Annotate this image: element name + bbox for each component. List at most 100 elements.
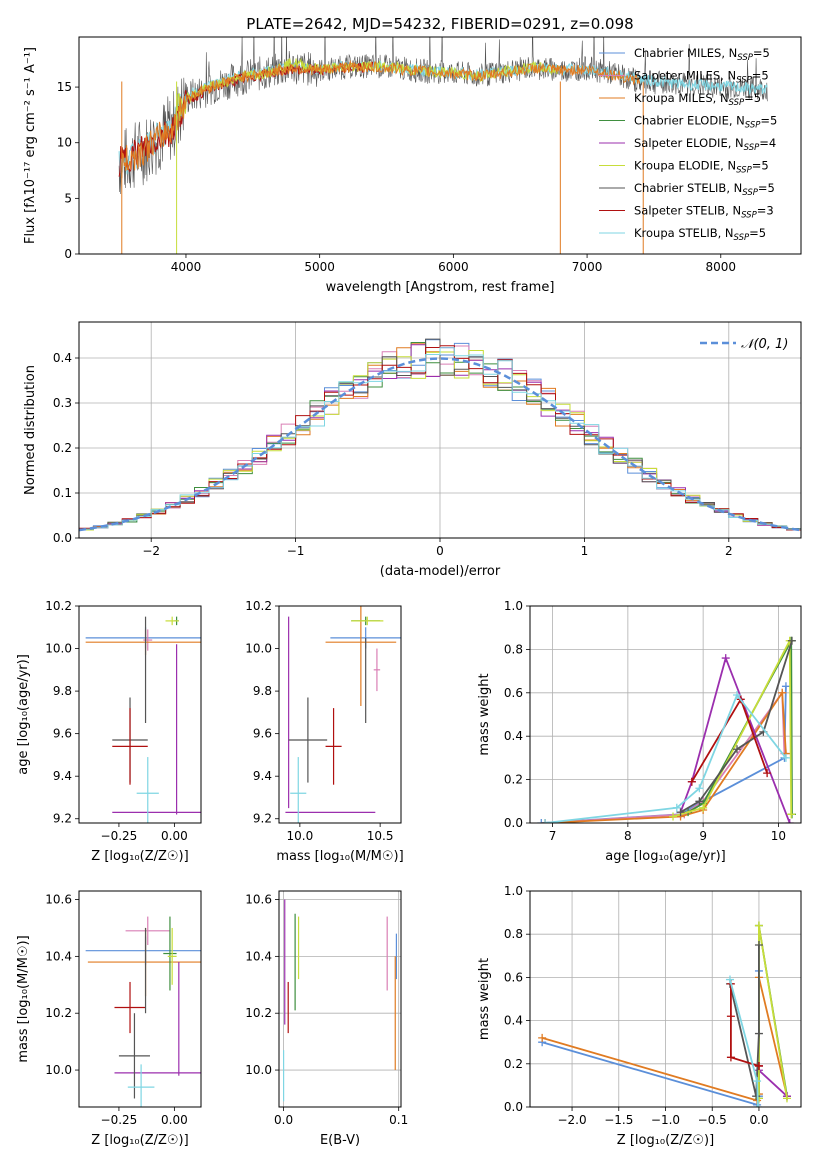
legend-label-sub: SSP [741,211,757,221]
y-tick-label: 10.6 [45,893,72,907]
series-marker [752,1092,761,1101]
legend-label-text: Chabrier STELIB, N [634,181,742,195]
y-tick-label: 9.6 [53,727,72,741]
x-tick-label: −1.5 [604,1113,633,1127]
y-tick-label: 1.0 [504,599,523,613]
x-tick-label: −2 [142,544,160,558]
series-marker [754,921,763,930]
legend-label-suffix: =5 [749,226,766,240]
legend-label: Salpeter STELIB, NSSP=3 [634,204,774,221]
y-tick-label: 1.0 [504,884,523,898]
y-axis-label: Flux [fλ10⁻¹⁷ erg cm⁻² s⁻¹ A⁻¹] [23,47,38,244]
x-tick-label: 8000 [706,260,737,274]
legend-label-text: Chabrier MILES, N [634,46,737,60]
x-tick-label: −0.25 [101,1113,138,1127]
x-tick-label: −0.5 [698,1113,727,1127]
series-marker [721,654,730,663]
series-marker [733,690,742,699]
y-tick-label: 0.3 [53,396,72,410]
x-tick-label: 8 [624,829,632,843]
legend-label-suffix: =5 [753,46,770,60]
x-tick-label: 0.1 [389,1113,408,1127]
histogram-steps [79,345,801,533]
massweight-vs-age-plot [537,636,796,823]
y-tick-label: 10.2 [245,1006,272,1020]
legend-label-suffix: =5 [758,181,775,195]
y-tick-label: 10.2 [45,1006,72,1020]
series-marker [785,819,794,823]
legend-label: Kroupa MILES, NSSP=5 [634,91,761,108]
series-marker [754,1103,763,1107]
legend-label-suffix: =4 [759,136,776,150]
y-tick-label: 0.8 [504,642,523,656]
y-tick-label: 0.6 [504,970,523,984]
y-tick-label: 10.4 [45,949,72,963]
x-tick-label: 10.0 [287,829,314,843]
series-marker [754,1061,763,1070]
y-axis-label: mass [log₁₀(M/M☉)] [16,935,31,1062]
series-marker [676,808,685,817]
y-axis-label: age [log₁₀(age/yr)] [16,654,31,775]
y-tick-label: 10.2 [45,599,72,613]
series-marker [782,1094,791,1103]
legend-label-suffix: =5 [752,159,769,173]
series-marker [754,941,763,949]
y-tick-label: 9.8 [253,684,272,698]
x-axis-label: E(B-V) [320,1133,360,1148]
spectrum-plot [118,37,768,254]
series-marker [778,688,787,697]
legend-label: Kroupa ELODIE, NSSP=5 [634,159,769,176]
y-axis-label: mass weight [477,958,492,1040]
y-tick-label: 0.4 [504,1014,523,1028]
y-tick-label: 10.0 [45,1063,72,1077]
legend-label-sub: SSP [737,53,753,63]
legend-label-suffix: =5 [760,114,777,128]
y-axis-label: mass weight [477,673,492,755]
series-marker [787,810,796,819]
series-marker [754,1029,763,1038]
series-marker [537,819,546,823]
series-line [730,983,760,1067]
age-vs-mass-plot [285,606,401,823]
x-tick-label: 0.0 [749,1113,768,1127]
axes-frame [278,890,402,1108]
legend-label-text: Kroupa MILES, N [634,91,729,105]
x-tick-label: −1 [287,544,305,558]
y-axis-label: Normed distribution [23,365,38,495]
legend-label-sub: SSP [736,166,752,176]
legend-label-sub: SSP [744,143,760,153]
series-marker [699,803,708,812]
series-marker [733,745,742,754]
y-tick-label: 10 [57,136,72,150]
y-tick-label: 9.2 [253,812,272,826]
y-tick-label: 0.4 [53,351,72,365]
legend-label: Chabrier MILES, NSSP=5 [634,46,770,63]
legend-label-suffix: =5 [752,69,769,83]
series-line [679,655,791,823]
y-tick-label: 0.2 [53,441,72,455]
series-marker [695,797,704,806]
series-marker [781,753,790,762]
massweight-vs-Z-plot [538,921,791,1107]
legend-label-text: Salpeter STELIB, N [634,204,741,218]
y-tick-label: 15 [57,80,72,94]
x-tick-label: 0.00 [161,829,188,843]
y-tick-label: 10.0 [45,642,72,656]
legend-label-text: Salpeter ELODIE, N [634,136,744,150]
series-marker [787,636,796,645]
series-marker [753,1077,762,1086]
legend-label-sub: SSP [729,98,745,108]
y-tick-label: 9.4 [253,769,272,783]
axes-frame [278,605,402,824]
y-tick-label: 9.8 [53,684,72,698]
y-tick-label: 0.4 [504,729,523,743]
series-marker [781,682,790,691]
x-tick-label: −2.0 [557,1113,586,1127]
legend-label-text: Kroupa STELIB, N [634,226,734,240]
residuals-plot [79,338,801,533]
age-vs-Z-plot [85,616,201,823]
axes-frame [78,890,202,1108]
legend-label: Salpeter MILES, NSSP=5 [634,69,769,86]
